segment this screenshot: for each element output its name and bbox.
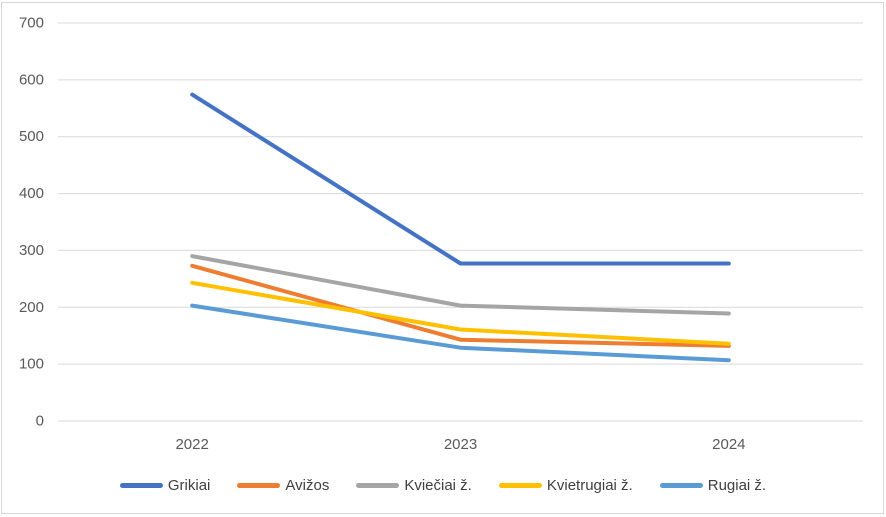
legend-item-avizos: Avižos <box>237 477 329 494</box>
x-axis-label: 2024 <box>712 436 745 453</box>
legend-swatch-avizos <box>237 483 281 488</box>
legend-item-grikiai: Grikiai <box>119 477 211 494</box>
legend-item-rugiai-z: Rugiai ž. <box>659 477 767 494</box>
y-axis-tick-label: 200 <box>19 299 44 316</box>
y-axis-tick-label: 300 <box>19 242 44 259</box>
legend-label: Grikiai <box>167 477 211 494</box>
legend-swatch-kvietrugiai-z <box>498 483 542 488</box>
legend-swatch-kvieciai-z <box>356 483 400 488</box>
legend-swatch-rugiai-z <box>659 483 703 488</box>
line-chart: 700 600 500 400 300 200 100 0 2022 2023 2024 <box>19 15 863 453</box>
legend-label: Rugiai ž. <box>707 477 767 494</box>
chart-legend: Grikiai Avižos Kviečiai ž. Kvietrugiai ž. Ru… <box>0 477 886 494</box>
legend-label: Kviečiai ž. <box>404 477 472 494</box>
y-axis-tick-label: 0 <box>36 413 44 430</box>
legend-item-kvietrugiai-z: Kvietrugiai ž. <box>498 477 633 494</box>
series-line-avizos <box>190 263 731 348</box>
y-axis-tick-label: 500 <box>19 128 44 145</box>
legend-label: Kvietrugiai ž. <box>546 477 633 494</box>
y-axis-tick-label: 400 <box>19 185 44 202</box>
y-axis-tick-label: 600 <box>19 71 44 88</box>
series-line-kvieciai-z <box>190 254 731 316</box>
series-line-grikiai <box>190 92 731 266</box>
series-line-rugiai-z <box>190 303 731 363</box>
series-line-kvietrugiai-z <box>190 280 731 346</box>
legend-label: Avižos <box>285 477 330 494</box>
legend-swatch-grikiai <box>119 483 163 488</box>
x-axis-label: 2023 <box>444 436 477 453</box>
y-axis-tick-label: 700 <box>19 15 44 32</box>
y-axis-tick-label: 100 <box>19 356 44 373</box>
x-axis-label: 2022 <box>175 436 208 453</box>
legend-item-kvieciai-z: Kviečiai ž. <box>356 477 472 494</box>
